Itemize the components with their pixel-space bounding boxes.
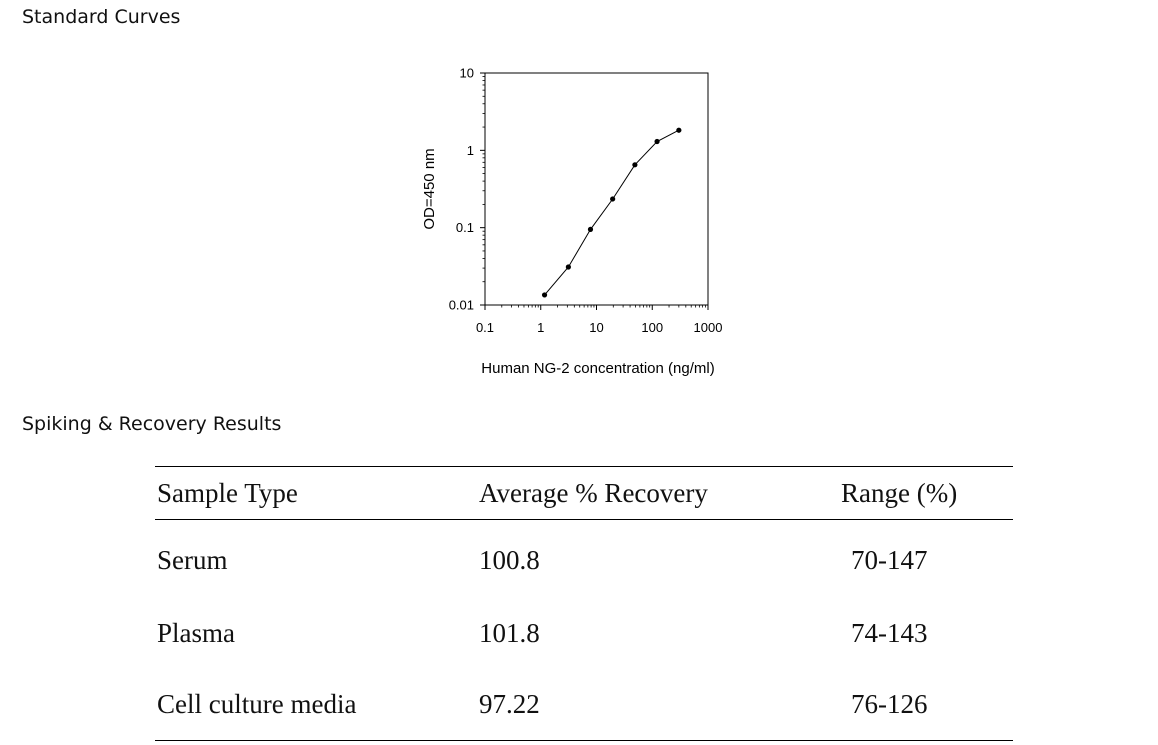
cell-average-recovery: 100.8 (479, 544, 540, 575)
x-tick-label: 0.1 (476, 320, 494, 335)
table-row: Plasma 101.8 74-143 (155, 598, 1013, 669)
data-point (565, 264, 571, 270)
recovery-table-container: Sample Type Average % Recovery Range (%)… (155, 466, 1013, 741)
data-point (587, 226, 594, 232)
data-point (610, 196, 616, 202)
y-axis-label: OD=450 nm (421, 148, 438, 229)
cell-range: 76-126 (851, 689, 928, 719)
y-tick-label: 1 (467, 143, 474, 158)
plot-frame (484, 72, 709, 306)
cell-sample-type: Serum (157, 544, 228, 575)
data-point (676, 127, 682, 133)
cell-average-recovery: 101.8 (479, 618, 540, 648)
table-row: Cell culture media 97.22 76-126 (155, 669, 1013, 741)
x-tick-label: 10 (589, 320, 603, 335)
spiking-recovery-title: Spiking & Recovery Results (22, 413, 282, 435)
cell-range: 74-143 (851, 618, 928, 648)
data-point (632, 162, 638, 168)
cell-range: 70-147 (851, 544, 928, 575)
table-row: Serum 100.8 70-147 (155, 520, 1013, 599)
y-tick-label: 0.1 (456, 220, 474, 235)
data-point (541, 292, 548, 298)
y-tick-label: 10 (460, 66, 474, 81)
series-line (544, 129, 680, 296)
x-tick-label: 1 (537, 320, 544, 335)
x-tick-label: 1000 (694, 320, 723, 335)
data-point (654, 138, 660, 145)
recovery-table: Sample Type Average % Recovery Range (%)… (155, 466, 1013, 741)
header-average-recovery: Average % Recovery (479, 477, 708, 508)
table-header-row: Sample Type Average % Recovery Range (%) (155, 466, 1013, 520)
header-range: Range (%) (841, 477, 958, 508)
y-tick-label: 0.01 (449, 298, 474, 313)
cell-sample-type: Cell culture media (157, 689, 357, 719)
header-sample-type: Sample Type (157, 477, 298, 508)
x-axis-label: Human NG-2 concentration (ng/ml) (481, 360, 714, 377)
cell-average-recovery: 97.22 (479, 689, 540, 719)
x-tick-label: 100 (641, 320, 663, 335)
standard-curves-title: Standard Curves (22, 6, 181, 28)
cell-sample-type: Plasma (157, 618, 235, 648)
